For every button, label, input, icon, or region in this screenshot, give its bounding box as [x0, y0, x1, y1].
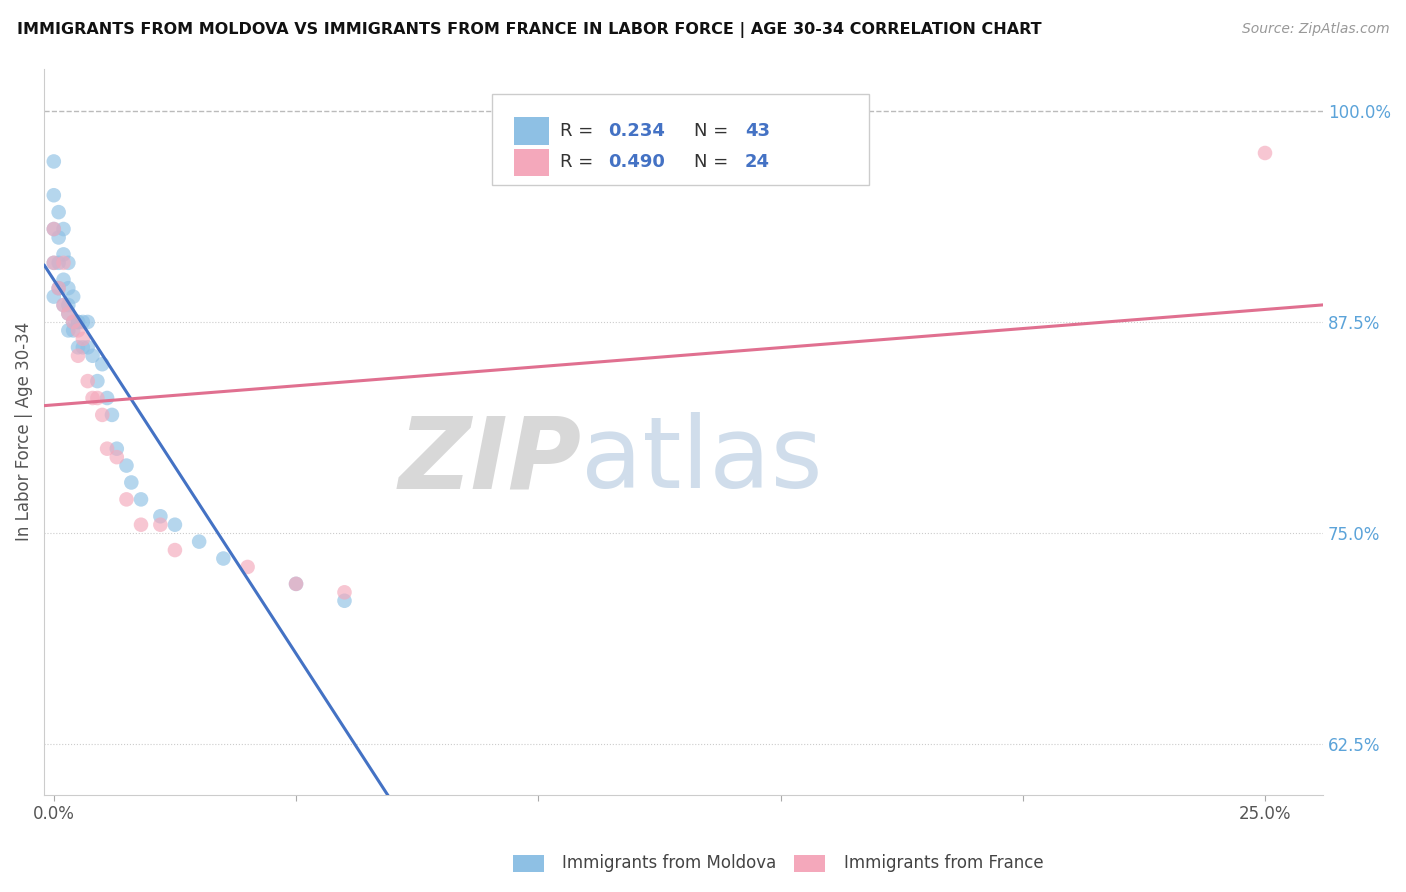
Text: 24: 24: [745, 153, 770, 171]
Point: [52, 298, 75, 312]
Point: [62, 323, 84, 337]
Point: [42, 222, 65, 236]
Point: [212, 551, 235, 566]
Point: [72, 315, 94, 329]
Point: [96, 391, 118, 405]
Point: [76, 315, 98, 329]
Point: [115, 492, 138, 507]
Point: [333, 593, 356, 607]
Text: 0.490: 0.490: [609, 153, 665, 171]
Point: [52, 247, 75, 261]
Point: [105, 450, 128, 464]
Point: [42, 256, 65, 270]
Point: [236, 560, 259, 574]
Point: [91, 357, 114, 371]
Text: R =: R =: [560, 122, 599, 140]
Point: [76, 340, 98, 354]
Point: [58, 306, 80, 320]
Point: [66, 340, 89, 354]
Text: IMMIGRANTS FROM MOLDOVA VS IMMIGRANTS FROM FRANCE IN LABOR FORCE | AGE 30-34 COR: IMMIGRANTS FROM MOLDOVA VS IMMIGRANTS FR…: [17, 22, 1042, 38]
Point: [42, 154, 65, 169]
Bar: [513, 149, 550, 176]
Point: [66, 315, 89, 329]
Point: [72, 332, 94, 346]
Point: [66, 349, 89, 363]
Text: 43: 43: [745, 122, 770, 140]
Point: [129, 517, 152, 532]
Point: [82, 391, 104, 405]
Text: Immigrants from France: Immigrants from France: [844, 855, 1043, 872]
Point: [76, 374, 98, 388]
Y-axis label: In Labor Force | Age 30-34: In Labor Force | Age 30-34: [15, 322, 32, 541]
Point: [149, 517, 172, 532]
Point: [91, 408, 114, 422]
Point: [58, 281, 80, 295]
Point: [52, 298, 75, 312]
Point: [48, 256, 70, 270]
Point: [333, 585, 356, 599]
Point: [285, 577, 308, 591]
Point: [1254, 146, 1277, 161]
Point: [58, 298, 80, 312]
Point: [52, 273, 75, 287]
Point: [96, 442, 118, 456]
Text: R =: R =: [560, 153, 599, 171]
Point: [82, 349, 104, 363]
Point: [101, 408, 124, 422]
Point: [42, 188, 65, 202]
Point: [52, 222, 75, 236]
Point: [62, 290, 84, 304]
Point: [163, 517, 186, 532]
Point: [285, 577, 308, 591]
Point: [48, 281, 70, 295]
Point: [66, 323, 89, 337]
Point: [62, 315, 84, 329]
Text: ZIP: ZIP: [398, 412, 581, 509]
Point: [48, 281, 70, 295]
Point: [105, 442, 128, 456]
Text: Source: ZipAtlas.com: Source: ZipAtlas.com: [1241, 22, 1389, 37]
Point: [48, 230, 70, 244]
Point: [42, 290, 65, 304]
Point: [163, 543, 186, 558]
Point: [86, 374, 108, 388]
Text: N =: N =: [693, 122, 734, 140]
Text: atlas: atlas: [581, 412, 823, 509]
Point: [188, 534, 211, 549]
Point: [58, 256, 80, 270]
Point: [120, 475, 142, 490]
Point: [115, 458, 138, 473]
Point: [62, 315, 84, 329]
Point: [42, 256, 65, 270]
Point: [129, 492, 152, 507]
Point: [58, 323, 80, 337]
Point: [42, 222, 65, 236]
Point: [66, 315, 89, 329]
Text: Immigrants from Moldova: Immigrants from Moldova: [562, 855, 776, 872]
Point: [58, 306, 80, 320]
Text: N =: N =: [693, 153, 734, 171]
FancyBboxPatch shape: [492, 94, 869, 185]
Point: [52, 256, 75, 270]
Point: [72, 340, 94, 354]
Point: [149, 509, 172, 524]
Text: 0.234: 0.234: [609, 122, 665, 140]
Bar: [513, 117, 550, 145]
Point: [48, 205, 70, 219]
Point: [86, 391, 108, 405]
